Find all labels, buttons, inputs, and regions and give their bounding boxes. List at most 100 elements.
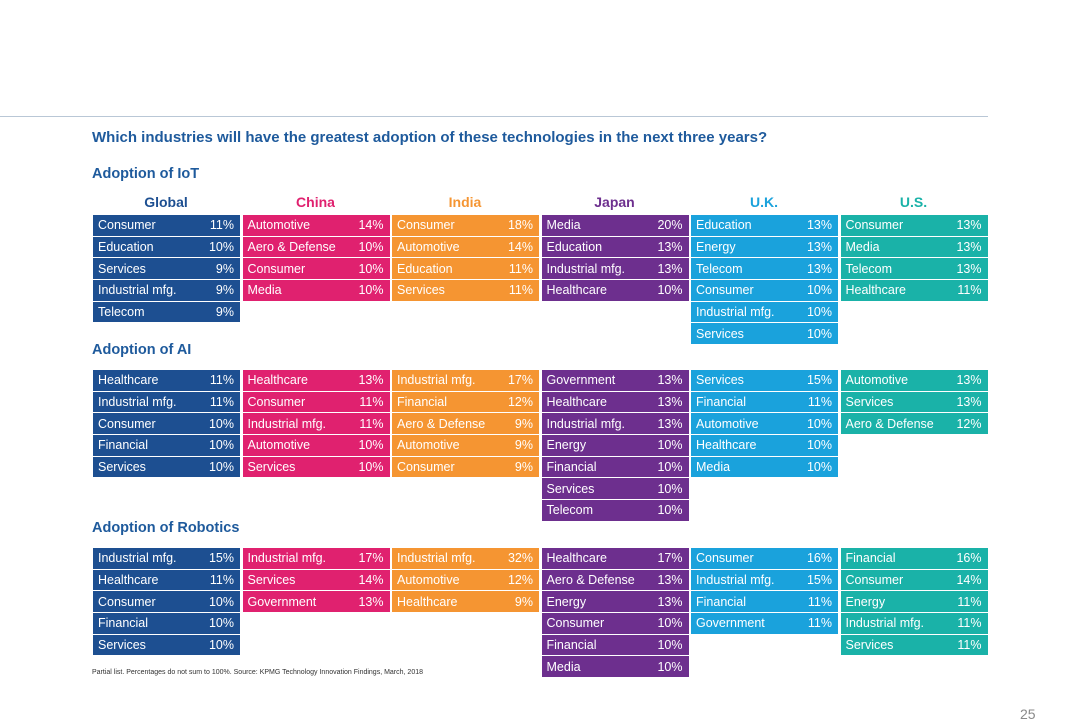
industry-percent: 10% <box>358 460 384 474</box>
industry-percent: 11% <box>957 616 982 631</box>
industry-label: Healthcare <box>247 373 308 388</box>
column-header-global: Global <box>144 194 188 210</box>
industry-label: Education <box>98 239 154 254</box>
industry-label: Energy <box>546 594 587 609</box>
column-india: Industrial mfg. 32% Automotive 12% Healthcar… <box>392 548 539 613</box>
industry-cell: Industrial mfg. 13% <box>541 258 689 279</box>
industry-label: Services <box>397 283 445 298</box>
industry-label: Financial <box>696 594 747 609</box>
page-number: 25 <box>1020 706 1036 722</box>
industry-label: Financial <box>845 551 896 566</box>
industry-percent: 11% <box>209 218 234 233</box>
industry-label: Healthcare <box>696 438 757 453</box>
column-global: Industrial mfg. 15% Healthcare 11% Consumer 1… <box>93 548 240 656</box>
industry-percent: 20% <box>657 218 683 233</box>
industry-cell: Industrial mfg. 10% <box>691 301 838 323</box>
column-u-s: Financial 16% Consumer 14% Energy 11% Industri… <box>840 548 988 656</box>
industry-label: Financial <box>546 460 597 474</box>
industry-percent: 9% <box>514 416 533 431</box>
industry-label: Automotive <box>397 438 460 453</box>
industry-label: Services <box>98 638 146 652</box>
industry-cell: Media 10% <box>541 656 689 677</box>
industry-cell: Services 11% <box>392 280 539 301</box>
industry-cell: Financial 11% <box>691 391 838 413</box>
industry-cell: Education 10% <box>93 236 240 258</box>
industry-label: Energy <box>546 438 587 453</box>
industry-percent: 12% <box>507 572 533 587</box>
industry-label: Services <box>546 481 595 496</box>
industry-label: Education <box>397 261 453 276</box>
industry-cell: Consumer 10% <box>541 613 689 634</box>
industry-cell: Media 13% <box>840 236 988 258</box>
industry-percent: 10% <box>208 416 234 431</box>
column-header-japan: Japan <box>594 194 635 210</box>
industry-cell: Aero & Defense 9% <box>392 413 539 434</box>
industry-cell: Services 13% <box>840 391 988 413</box>
column-china: Automotive 14% Aero & Defense 10% Consumer 10… <box>242 215 390 302</box>
industry-label: Consumer <box>247 394 306 409</box>
industry-label: Industrial mfg. <box>247 551 327 566</box>
industry-label: Industrial mfg. <box>696 572 775 587</box>
industry-percent: 11% <box>957 594 982 609</box>
industry-percent: 13% <box>657 394 683 409</box>
industry-label: Telecom <box>696 261 743 276</box>
industry-percent: 13% <box>657 261 683 276</box>
industry-cell: Services 10% <box>93 634 240 656</box>
industry-label: Education <box>546 239 603 254</box>
industry-percent: 10% <box>806 305 832 319</box>
industry-percent: 10% <box>657 659 683 674</box>
industry-label: Consumer <box>845 218 904 233</box>
industry-percent: 11% <box>359 416 384 431</box>
column-header-u-s: U.S. <box>899 194 928 210</box>
industry-cell: Services 11% <box>840 634 988 656</box>
column-japan: Media 20% Education 13% Industrial mfg. 13% He… <box>541 215 689 302</box>
industry-label: Industrial mfg. <box>546 261 626 276</box>
industry-cell: Industrial mfg. 15% <box>93 548 240 569</box>
industry-percent: 10% <box>358 239 384 254</box>
industry-percent: 12% <box>507 394 533 409</box>
industry-percent: 13% <box>657 594 683 609</box>
industry-label: Automotive <box>247 438 311 453</box>
industry-cell: Consumer 14% <box>840 569 988 591</box>
industry-percent: 10% <box>806 460 832 474</box>
industry-percent: 10% <box>208 460 234 474</box>
industry-percent: 11% <box>957 638 982 652</box>
industry-cell: Services 10% <box>93 456 240 478</box>
industry-label: Industrial mfg. <box>98 283 177 298</box>
industry-percent: 10% <box>657 616 683 631</box>
industry-percent: 10% <box>208 616 234 631</box>
industry-cell: Consumer 10% <box>93 591 240 612</box>
industry-percent: 13% <box>956 218 982 233</box>
industry-label: Education <box>696 218 752 233</box>
industry-percent: 9% <box>215 261 234 276</box>
industry-cell: Automotive 10% <box>691 413 838 434</box>
column-header-u-k: U.K. <box>750 194 778 210</box>
industry-percent: 13% <box>956 261 982 276</box>
industry-percent: 10% <box>657 481 683 496</box>
industry-label: Government <box>247 594 317 609</box>
column-global: Healthcare 11% Industrial mfg. 11% Consumer 1… <box>93 370 240 478</box>
industry-percent: 13% <box>806 218 832 233</box>
industry-cell: Financial 11% <box>691 591 838 612</box>
industry-percent: 15% <box>806 572 832 587</box>
section-title-iot: Adoption of IoT <box>92 166 200 182</box>
industry-cell: Telecom 9% <box>93 301 240 323</box>
industry-cell: Healthcare 11% <box>93 569 240 591</box>
column-japan: Government 13% Healthcare 13% Industrial mfg… <box>541 370 689 522</box>
footnote: Partial list. Percentages do not sum to … <box>92 669 423 676</box>
industry-percent: 13% <box>657 416 683 431</box>
industry-percent: 11% <box>209 373 234 388</box>
industry-cell: Government 13% <box>541 370 689 391</box>
industry-label: Media <box>696 460 731 474</box>
industry-percent: 10% <box>208 594 234 609</box>
industry-cell: Healthcare 13% <box>242 370 390 391</box>
industry-label: Services <box>247 460 296 474</box>
industry-label: Industrial mfg. <box>845 616 925 631</box>
industry-cell: Automotive 13% <box>840 370 988 391</box>
industry-label: Aero & Defense <box>546 572 635 587</box>
industry-label: Automotive <box>247 218 311 233</box>
industry-percent: 13% <box>956 373 982 388</box>
industry-cell: Financial 10% <box>541 456 689 478</box>
industry-label: Media <box>845 239 880 254</box>
industry-percent: 10% <box>657 638 683 652</box>
